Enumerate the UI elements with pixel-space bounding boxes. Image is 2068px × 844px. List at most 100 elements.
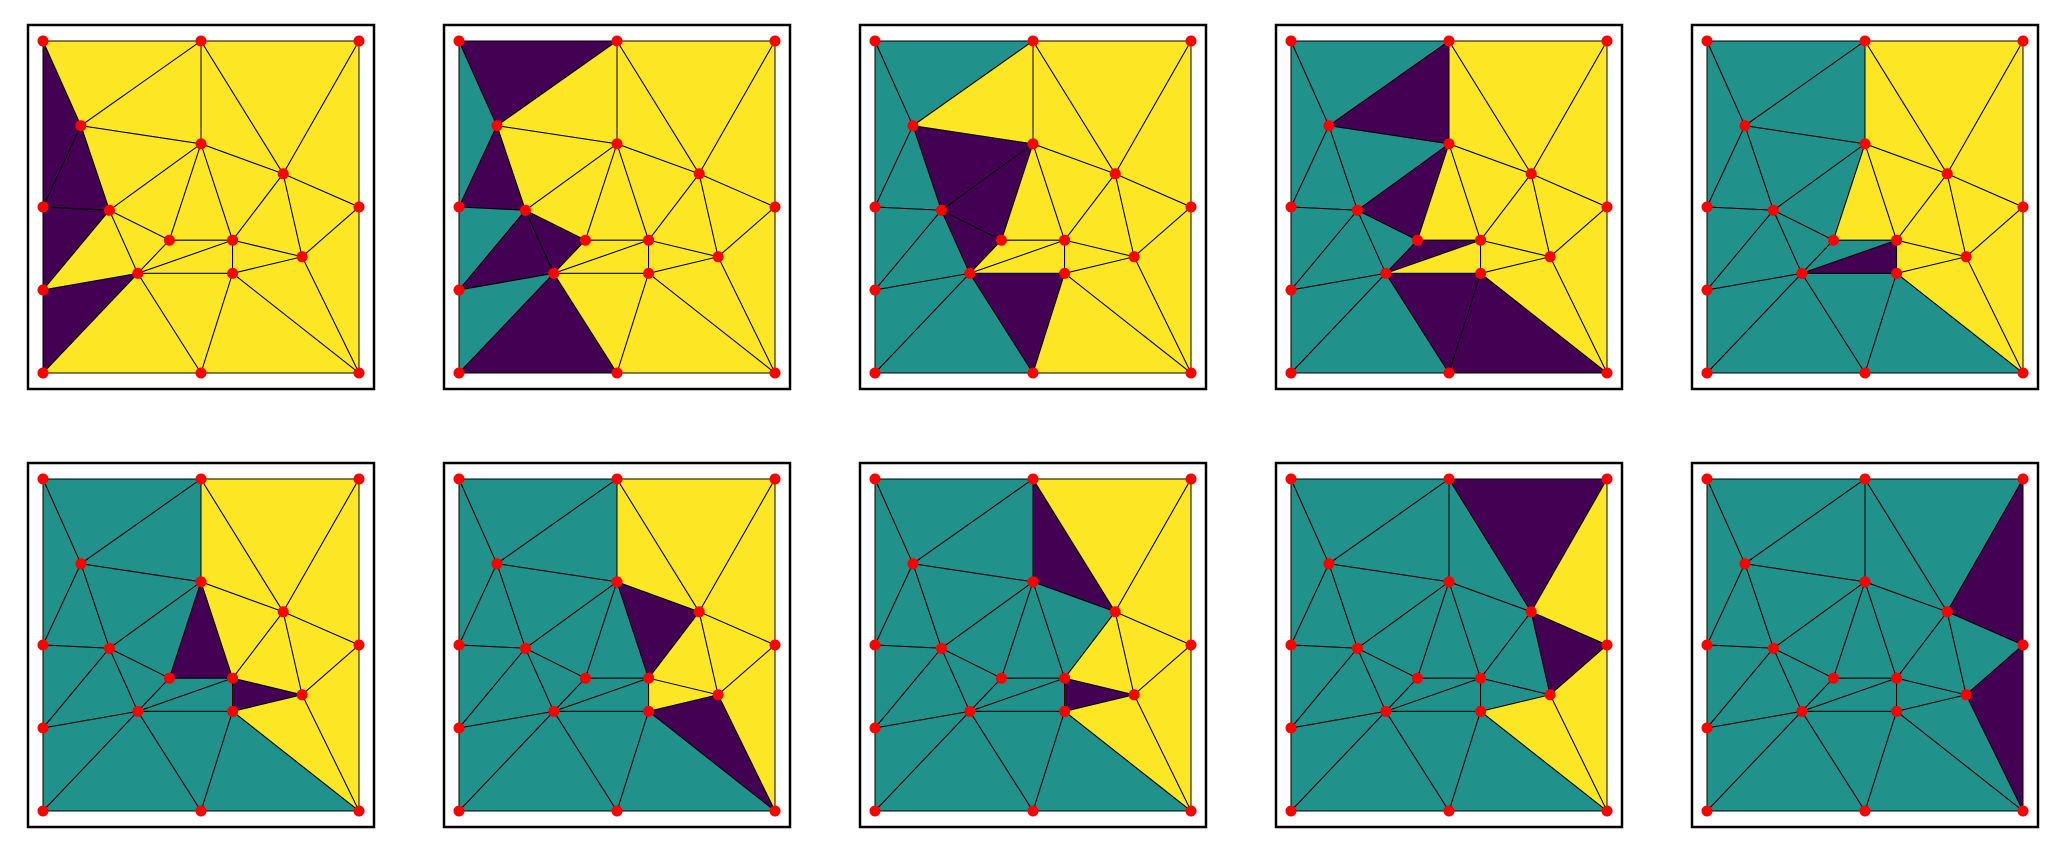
mesh-vertex (195, 576, 207, 588)
mesh-triangle (1864, 710, 2024, 812)
mesh-vertex (907, 120, 919, 132)
mesh-vertex (1059, 267, 1071, 279)
mesh-panel-5 (1690, 23, 2040, 391)
mesh-vertex (769, 805, 781, 817)
mesh-vertex (37, 367, 49, 379)
mesh-vertex (37, 805, 49, 817)
mesh-vertex (1601, 473, 1613, 485)
mesh-vertex (1891, 234, 1903, 246)
mesh-vertex (1544, 689, 1556, 701)
mesh-vertex (1109, 168, 1121, 180)
mesh-vertex (611, 576, 623, 588)
mesh-vertex (1960, 251, 1972, 263)
mesh-vertex (1128, 689, 1140, 701)
mesh-vertex (1701, 35, 1713, 47)
mesh-vertex (37, 473, 49, 485)
mesh-vertex (1323, 120, 1335, 132)
mesh-vertex (1027, 576, 1039, 588)
mesh-vertex (1285, 805, 1297, 817)
mesh-vertex (1701, 805, 1713, 817)
mesh-vertex (1128, 251, 1140, 263)
mesh-vertex (769, 201, 781, 213)
mesh-vertex (1027, 473, 1039, 485)
mesh-vertex (2017, 639, 2029, 651)
mesh-triangle (1448, 710, 1608, 812)
mesh-vertex (453, 201, 465, 213)
mesh-vertex (491, 558, 503, 570)
mesh-vertex (1827, 672, 1839, 684)
mesh-vertex (2017, 473, 2029, 485)
mesh-vertex (296, 251, 308, 263)
mesh-triangle (616, 710, 776, 812)
mesh-vertex (1059, 705, 1071, 717)
mesh-vertex (643, 705, 655, 717)
mesh-vertex (195, 805, 207, 817)
mesh-vertex (353, 473, 365, 485)
mesh-vertex (869, 367, 881, 379)
mesh-vertex (227, 234, 239, 246)
mesh-vertex (277, 168, 289, 180)
mesh-vertex (37, 201, 49, 213)
mesh-vertex (2017, 201, 2029, 213)
mesh-vertex (995, 234, 1007, 246)
mesh-vertex (1859, 473, 1871, 485)
mesh-vertex (195, 473, 207, 485)
mesh-vertex (1701, 473, 1713, 485)
mesh-vertex (296, 689, 308, 701)
mesh-vertex (693, 168, 705, 180)
mesh-vertex (869, 722, 881, 734)
mesh-vertex (103, 204, 115, 216)
mesh-vertex (37, 284, 49, 296)
mesh-vertex (195, 35, 207, 47)
mesh-vertex (1941, 606, 1953, 618)
mesh-vertex (453, 367, 465, 379)
mesh-vertex (163, 672, 175, 684)
mesh-vertex (869, 805, 881, 817)
mesh-vertex (1859, 367, 1871, 379)
mesh-vertex (227, 705, 239, 717)
mesh-vertex (548, 705, 560, 717)
mesh-vertex (769, 367, 781, 379)
mesh-vertex (1701, 367, 1713, 379)
mesh-triangle (200, 710, 360, 812)
mesh-vertex (1185, 367, 1197, 379)
mesh-triangle (1032, 272, 1192, 374)
mesh-vertex (1767, 642, 1779, 654)
mesh-vertex (1796, 267, 1808, 279)
mesh-vertex (1411, 672, 1423, 684)
mesh-vertex (195, 367, 207, 379)
mesh-vertex (1285, 201, 1297, 213)
mesh-vertex (2017, 35, 2029, 47)
mesh-vertex (2017, 805, 2029, 817)
mesh-vertex (611, 367, 623, 379)
mesh-vertex (1285, 284, 1297, 296)
mesh-vertex (1443, 35, 1455, 47)
mesh-vertex (1351, 204, 1363, 216)
mesh-vertex (1475, 267, 1487, 279)
mesh-vertex (37, 639, 49, 651)
mesh-vertex (1701, 284, 1713, 296)
mesh-vertex (1380, 267, 1392, 279)
mesh-vertex (1285, 473, 1297, 485)
mesh-vertex (611, 35, 623, 47)
mesh-panel-9 (1274, 461, 1624, 829)
mesh-vertex (693, 606, 705, 618)
mesh-vertex (1544, 251, 1556, 263)
mesh-vertex (1859, 576, 1871, 588)
mesh-vertex (453, 805, 465, 817)
mesh-triangle (1448, 272, 1608, 374)
mesh-vertex (1796, 705, 1808, 717)
mesh-vertex (1701, 722, 1713, 734)
mesh-vertex (132, 267, 144, 279)
mesh-vertex (1601, 367, 1613, 379)
mesh-vertex (353, 639, 365, 651)
mesh-vertex (453, 639, 465, 651)
mesh-vertex (1380, 705, 1392, 717)
mesh-vertex (75, 120, 87, 132)
mesh-vertex (1027, 805, 1039, 817)
mesh-triangle (616, 272, 776, 374)
mesh-vertex (869, 473, 881, 485)
mesh-vertex (227, 672, 239, 684)
mesh-vertex (1941, 168, 1953, 180)
mesh-vertex (37, 35, 49, 47)
